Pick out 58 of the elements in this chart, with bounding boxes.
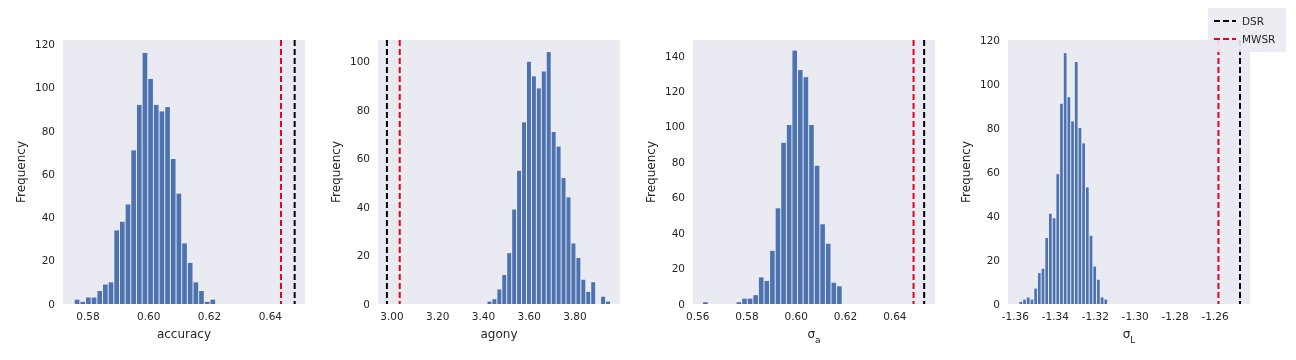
y-tick-label: 80 xyxy=(41,124,55,137)
x-tick-label: 0.60 xyxy=(784,310,808,322)
y-tick-label: 100 xyxy=(349,55,370,68)
y-tick-label: 60 xyxy=(356,152,370,165)
y-tick-label: 120 xyxy=(664,85,685,98)
y-tick-label: 140 xyxy=(664,49,685,62)
x-tick-label: -1.36 xyxy=(1001,310,1030,322)
y-tick-label: 80 xyxy=(986,121,1000,134)
y-tick-label: 100 xyxy=(34,81,55,94)
y-tick-label: 80 xyxy=(356,103,370,116)
y-tick-label: 20 xyxy=(356,249,370,262)
x-tick-label: 0.62 xyxy=(197,310,222,322)
x-axis-title: accuracy xyxy=(156,327,212,341)
x-axis-title: σ$_{a}$ xyxy=(807,327,821,345)
x-tick-label: 0.60 xyxy=(137,310,161,322)
x-tick-label: 0.58 xyxy=(735,310,759,322)
y-tick-label: 120 xyxy=(34,38,55,50)
y-tick-label: 60 xyxy=(671,191,685,204)
x-tick-label: -1.34 xyxy=(1041,310,1070,322)
y-tick-label: 40 xyxy=(356,200,370,213)
y-tick-label: 0 xyxy=(48,297,55,310)
x-tick-label: -1.28 xyxy=(1161,310,1189,322)
x-tick-label: 0.62 xyxy=(833,310,858,322)
y-tick-label: 20 xyxy=(41,254,55,267)
x-tick-label: -1.30 xyxy=(1121,310,1149,322)
x-tick-label: 3.20 xyxy=(426,310,450,322)
y-axis-title: Frequency xyxy=(644,141,658,203)
y-tick-label: 0 xyxy=(678,297,685,310)
y-axis-title: Frequency xyxy=(14,141,28,203)
y-tick-label: 80 xyxy=(671,155,685,168)
y-tick-label: 60 xyxy=(986,165,1000,178)
y-tick-label: 60 xyxy=(41,167,55,180)
legend-label: DSR xyxy=(1242,14,1265,27)
ref-line-label: MWSR xyxy=(1242,32,1276,45)
y-tick-label: 100 xyxy=(664,120,685,133)
x-tick-label: -1.32 xyxy=(1081,310,1109,322)
x-tick-label: 0.56 xyxy=(685,310,710,322)
x-tick-label: 0.64 xyxy=(883,310,907,322)
y-tick-label: 40 xyxy=(671,226,685,239)
x-tick-label: -1.26 xyxy=(1201,310,1229,322)
y-axis-title: Frequency xyxy=(329,141,343,203)
x-tick-label: 0.64 xyxy=(258,310,283,322)
y-tick-label: 40 xyxy=(986,209,1000,222)
y-axis-title: Frequency xyxy=(959,141,973,203)
y-tick-label: 20 xyxy=(671,262,685,275)
x-tick-label: 3.40 xyxy=(471,310,496,322)
x-tick-label: 3.80 xyxy=(563,310,587,322)
x-tick-label: 3.60 xyxy=(517,310,541,322)
y-tick-label: 100 xyxy=(979,77,1000,90)
y-tick-label: 0 xyxy=(993,297,1000,310)
y-tick-label: 40 xyxy=(41,211,55,224)
x-axis-title: agony xyxy=(480,327,518,341)
y-tick-label: 0 xyxy=(363,297,370,310)
y-tick-label: 120 xyxy=(979,33,1000,46)
y-tick-label: 20 xyxy=(986,253,1000,266)
x-tick-label: 0.58 xyxy=(76,310,100,322)
x-tick-label: 3.00 xyxy=(380,310,404,322)
x-axis-title: σ$_{L}$ xyxy=(1122,327,1136,345)
